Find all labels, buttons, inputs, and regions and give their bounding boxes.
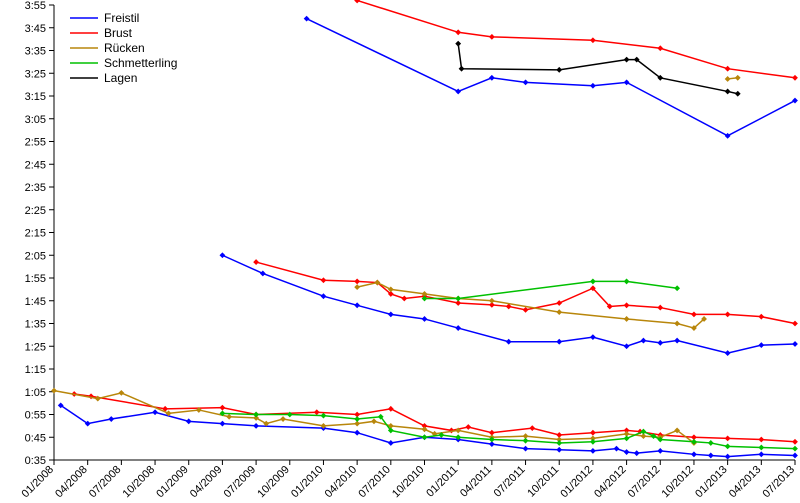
y-tick-label: 2:15 (25, 228, 46, 240)
legend-label: Lagen (104, 71, 137, 85)
y-tick-label: 1:25 (25, 341, 46, 353)
y-tick-label: 1:35 (25, 319, 46, 331)
y-tick-label: 2:45 (25, 159, 46, 171)
y-tick-label: 3:55 (25, 0, 46, 12)
y-tick-label: 2:55 (25, 137, 46, 149)
y-tick-label: 1:55 (25, 273, 46, 285)
legend-label: Brust (104, 26, 133, 40)
y-tick-label: 0:45 (25, 432, 46, 444)
y-tick-label: 3:15 (25, 91, 46, 103)
y-tick-label: 2:25 (25, 205, 46, 217)
y-tick-label: 3:35 (25, 46, 46, 58)
y-tick-label: 1:45 (25, 296, 46, 308)
swim-times-chart: 0:35 0:45 0:55 1:05 1:15 1:25 1:35 1:45 1:55 2:05… (0, 0, 800, 500)
y-tick-label: 3:45 (25, 23, 46, 35)
legend-label: Schmetterling (104, 56, 177, 70)
y-tick-label: 3:25 (25, 68, 46, 80)
y-tick-label: 0:35 (25, 455, 46, 467)
legend-label: Freistil (104, 11, 139, 25)
y-tick-label: 2:05 (25, 250, 46, 262)
y-tick-label: 2:35 (25, 182, 46, 194)
y-tick-label: 3:05 (25, 114, 46, 126)
y-tick-label: 1:05 (25, 387, 46, 399)
y-tick-label: 1:15 (25, 364, 46, 376)
legend-label: Rücken (104, 41, 145, 55)
y-tick-label: 0:55 (25, 410, 46, 422)
